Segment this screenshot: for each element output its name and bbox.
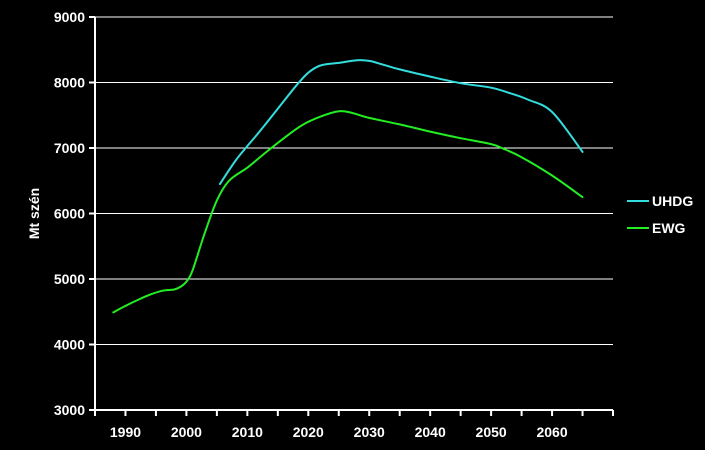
y-tick-label: 7000 xyxy=(54,140,85,156)
x-tick-label: 1990 xyxy=(110,424,141,440)
y-tick-label: 4000 xyxy=(54,337,85,353)
x-tick-label: 2060 xyxy=(536,424,567,440)
legend-label-ewg: EWG xyxy=(652,220,686,236)
x-tick-label: 2020 xyxy=(293,424,324,440)
y-tick-label: 8000 xyxy=(54,75,85,91)
x-tick-label: 2050 xyxy=(476,424,507,440)
x-tick-label: 2030 xyxy=(354,424,385,440)
series-line-uhdg xyxy=(220,60,583,184)
y-tick-label: 3000 xyxy=(54,402,85,418)
y-tick-label: 9000 xyxy=(54,9,85,25)
x-tick-label: 2000 xyxy=(171,424,202,440)
x-axis-ticks: 1990 2000 2010 2020 2030 2040 2050 2060 xyxy=(95,410,613,440)
series-lines xyxy=(113,60,582,312)
gridlines xyxy=(95,17,613,345)
y-tick-label: 5000 xyxy=(54,271,85,287)
x-tick-label: 2010 xyxy=(232,424,263,440)
y-tick-label: 6000 xyxy=(54,206,85,222)
legend-label-uhdg: UHDG xyxy=(652,193,693,209)
y-axis-ticks: 3000 4000 5000 6000 7000 8000 9000 xyxy=(54,9,95,418)
series-line-ewg xyxy=(113,111,582,312)
x-tick-label: 2040 xyxy=(415,424,446,440)
legend: UHDG EWG xyxy=(627,193,693,236)
y-axis-title: Mt szén xyxy=(26,188,42,239)
